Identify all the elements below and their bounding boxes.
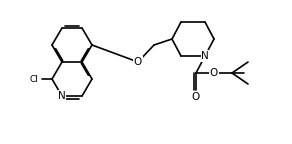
Text: Cl: Cl [29,74,38,84]
Text: O: O [134,57,142,67]
Text: O: O [210,68,218,78]
Text: O: O [192,92,200,102]
Text: N: N [58,91,66,101]
Text: N: N [201,51,209,61]
